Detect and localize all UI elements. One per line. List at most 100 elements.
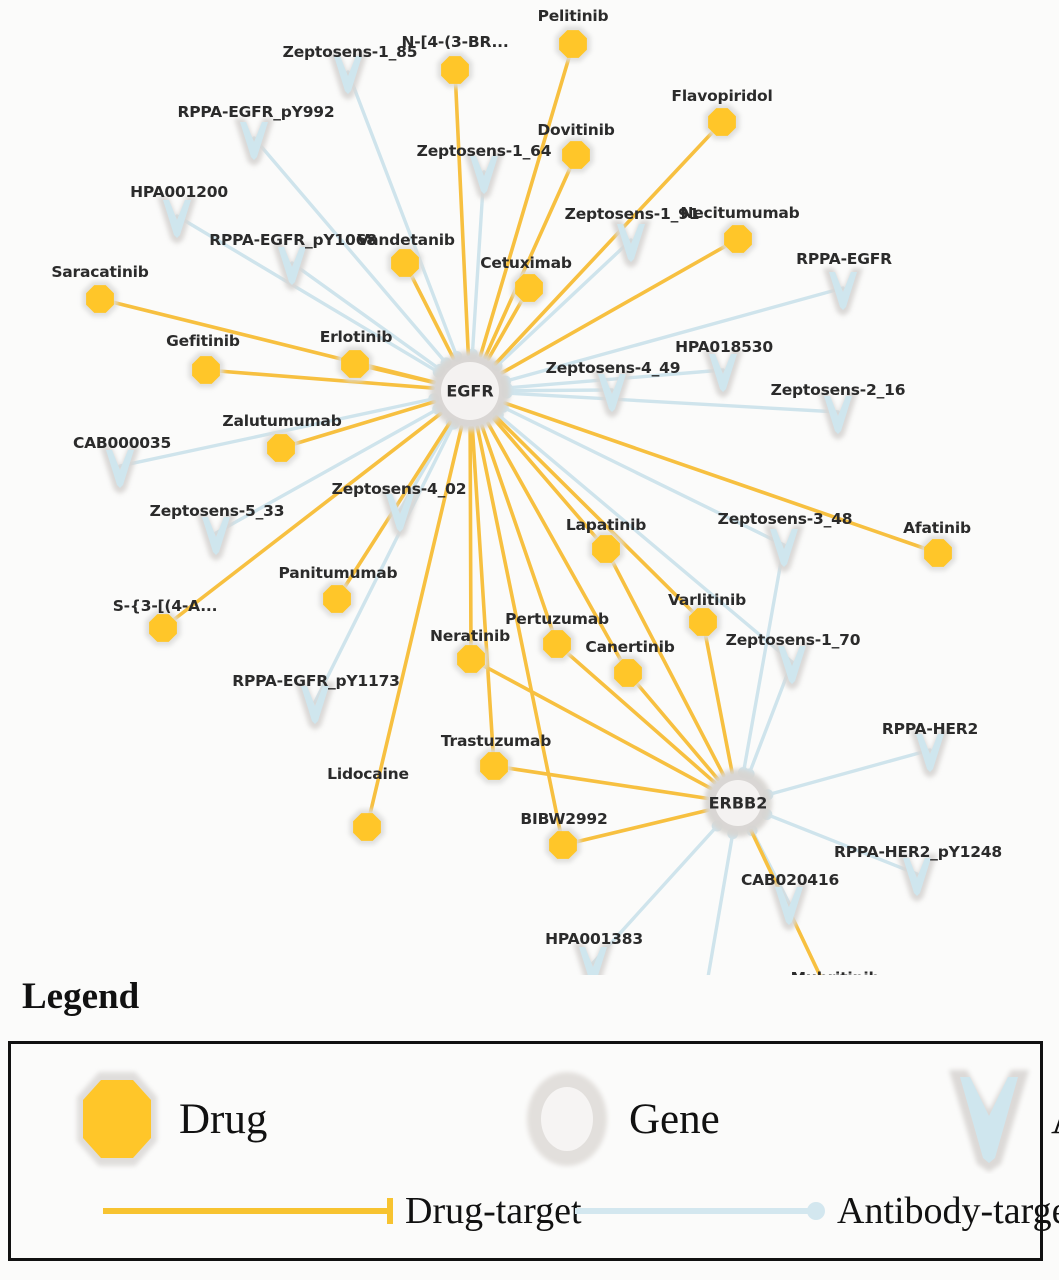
antibody-node[interactable] <box>157 196 197 244</box>
edge-drug-target <box>478 42 575 358</box>
antibody-node[interactable] <box>380 490 420 538</box>
drug-node[interactable] <box>685 604 721 640</box>
gene-label[interactable]: EGFR <box>446 381 494 401</box>
edge-drug-target <box>493 120 724 366</box>
edge-antibody-target <box>741 543 786 775</box>
edge-drug-target <box>701 620 734 775</box>
drug-node[interactable] <box>188 352 224 388</box>
drug-node[interactable] <box>555 26 591 62</box>
legend-box: Drug Gene Antibody Drug-target <box>8 1041 1059 1261</box>
antibody-node[interactable] <box>573 943 613 991</box>
octagon-icon <box>77 1072 157 1166</box>
edge-drug-target <box>365 425 464 829</box>
legend-drug-entry: Drug <box>69 1064 267 1174</box>
legend-antibody-target-entry: Antibody-target <box>571 1189 1059 1233</box>
edge-drug-target <box>555 642 717 785</box>
drug-node[interactable] <box>337 346 373 382</box>
edge-drug-target <box>480 424 559 646</box>
edge-drug-target <box>483 153 578 360</box>
drug-node[interactable] <box>349 809 385 845</box>
drug-node[interactable] <box>319 581 355 617</box>
drug-node[interactable] <box>539 626 575 662</box>
edge-drug-target <box>453 68 471 356</box>
legend: Legend Drug Gene Antibody <box>0 975 1059 1280</box>
drug-node[interactable] <box>511 270 547 306</box>
drug-node[interactable] <box>82 281 118 317</box>
tbar-line-icon <box>103 1198 393 1224</box>
antibody-node[interactable] <box>764 525 804 573</box>
drug-node[interactable] <box>476 748 512 784</box>
antibody-node[interactable] <box>272 243 312 291</box>
edge-drug-target <box>486 421 630 675</box>
edge-antibody-target <box>346 70 459 359</box>
antibody-node[interactable] <box>611 220 651 268</box>
gene-label[interactable]: ERBB2 <box>708 793 768 813</box>
edge-antibody-target <box>505 368 725 390</box>
antibody-node[interactable] <box>196 513 236 561</box>
antibody-node[interactable] <box>823 268 863 316</box>
edge-drug-target <box>492 764 710 801</box>
legend-antibody-entry: Antibody <box>941 1064 1059 1174</box>
chevron-icon <box>949 1070 1029 1172</box>
edge-drug-target <box>503 401 940 555</box>
edge-drug-target <box>468 426 473 661</box>
edge-antibody-target <box>766 748 932 797</box>
legend-drug-target-label: Drug-target <box>405 1190 582 1232</box>
edge-antibody-target <box>252 136 448 365</box>
edge-drug-target <box>494 415 705 624</box>
nodes-layer <box>82 26 956 1000</box>
antibody-node[interactable] <box>592 370 632 418</box>
edge-drug-target <box>161 411 443 630</box>
antibody-node[interactable] <box>910 730 950 778</box>
antibody-node[interactable] <box>818 392 858 440</box>
antibody-node[interactable] <box>464 152 504 200</box>
edge-antibody-target <box>313 422 456 704</box>
ring-icon <box>527 1072 607 1166</box>
edge-drug-target <box>279 399 437 450</box>
legend-drug-target-entry: Drug-target <box>99 1189 582 1233</box>
antibody-node[interactable] <box>100 446 140 494</box>
drug-node[interactable] <box>453 641 489 677</box>
drug-node[interactable] <box>720 221 756 257</box>
edge-drug-target <box>626 671 720 782</box>
dot-line-icon <box>575 1202 825 1220</box>
legend-antibody-label: Antibody <box>1051 1095 1059 1144</box>
edge-antibody-target <box>505 391 840 414</box>
legend-gene-label: Gene <box>629 1095 720 1143</box>
edge-drug-target <box>561 808 710 847</box>
drug-node[interactable] <box>437 52 473 88</box>
edge-antibody-target <box>290 261 442 372</box>
edge-antibody-target <box>175 214 440 374</box>
edge-drug-target <box>492 417 608 551</box>
edge-antibody-target <box>505 388 614 393</box>
drug-node[interactable] <box>920 535 956 571</box>
antibody-node[interactable] <box>295 682 335 730</box>
drug-node[interactable] <box>145 610 181 646</box>
edge-antibody-target <box>496 413 794 664</box>
drug-node[interactable] <box>588 531 624 567</box>
edge-antibody-target <box>503 286 845 383</box>
edge-drug-target <box>475 425 565 847</box>
edge-drug-target <box>604 547 726 778</box>
legend-drug-label: Drug <box>179 1095 268 1143</box>
antibody-node[interactable] <box>328 52 368 100</box>
antibody-node[interactable] <box>769 883 809 931</box>
edge-drug-target <box>500 237 740 375</box>
edge-antibody-target <box>765 812 919 876</box>
legend-gene-entry: Gene <box>519 1064 720 1174</box>
drug-node[interactable] <box>610 655 646 691</box>
drug-node[interactable] <box>387 245 423 281</box>
network-graph: Zeptosens-1_85 RPPA-EGFR_pY992 Zeptosens-1… <box>51 7 1003 1000</box>
drug-node[interactable] <box>704 104 740 140</box>
gene-node[interactable] <box>430 351 510 431</box>
antibody-node[interactable] <box>234 118 274 166</box>
drug-node[interactable] <box>558 137 594 173</box>
gene-node[interactable] <box>704 769 772 837</box>
antibody-node[interactable] <box>897 854 937 902</box>
drug-node[interactable] <box>545 827 581 863</box>
edge-antibody-target <box>501 405 786 547</box>
edge-antibody-target <box>495 238 633 368</box>
drug-node[interactable] <box>263 430 299 466</box>
antibody-node[interactable] <box>772 642 812 690</box>
antibody-node[interactable] <box>703 350 743 398</box>
